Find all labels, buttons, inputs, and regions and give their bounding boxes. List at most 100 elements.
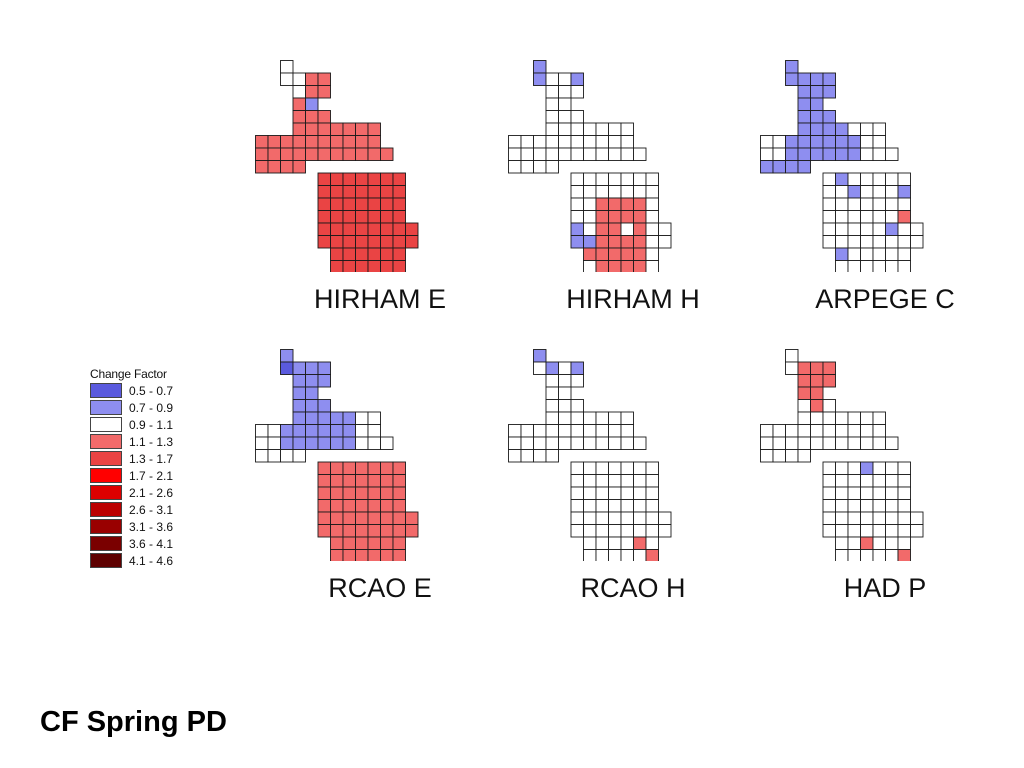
grid-cell xyxy=(835,474,849,488)
grid-cell xyxy=(330,172,344,186)
grid-cell xyxy=(847,436,861,450)
grid-cell xyxy=(392,536,406,550)
legend-label: 4.1 - 4.6 xyxy=(129,553,174,568)
grid-cell xyxy=(785,424,799,438)
grid-cell xyxy=(822,172,836,186)
grid-cell xyxy=(558,97,572,111)
grid-cell xyxy=(872,486,886,500)
grid-cell xyxy=(317,511,331,525)
grid-cell xyxy=(380,461,394,475)
legend-label: 0.9 - 1.1 xyxy=(129,417,174,432)
grid-cell xyxy=(342,461,356,475)
grid-cell xyxy=(860,549,874,561)
grid-cell xyxy=(872,499,886,513)
panel-label: HIRHAM E xyxy=(313,284,446,314)
grid-cell xyxy=(267,449,281,463)
legend-item: 0.5 - 0.7 xyxy=(90,382,173,399)
grid-cell xyxy=(595,549,609,561)
grid-cell xyxy=(342,172,356,186)
grid-cell xyxy=(342,424,356,438)
grid-cell xyxy=(797,424,811,438)
grid-cell xyxy=(280,147,294,161)
map-panel-rcao-e: RCAO E xyxy=(255,349,505,609)
grid-cell xyxy=(847,260,861,272)
legend-swatch xyxy=(90,383,122,398)
grid-cell xyxy=(797,160,811,174)
grid-cell xyxy=(872,172,886,186)
grid-cell xyxy=(885,524,899,538)
grid-cell xyxy=(797,85,811,99)
legend-item: 2.6 - 3.1 xyxy=(90,501,173,518)
grid-cell xyxy=(847,486,861,500)
grid-cell xyxy=(545,122,559,136)
grid-cell xyxy=(570,461,584,475)
grid-cell xyxy=(620,411,634,425)
grid-cell xyxy=(317,474,331,488)
grid-cell xyxy=(772,436,786,450)
grid-cell xyxy=(570,511,584,525)
grid-cell xyxy=(367,197,381,211)
grid-cell xyxy=(558,361,572,375)
grid-cell xyxy=(872,436,886,450)
legend-label: 1.7 - 2.1 xyxy=(129,468,174,483)
grid-cell xyxy=(558,147,572,161)
grid-cell xyxy=(797,399,811,413)
grid-cell xyxy=(330,436,344,450)
grid-cell xyxy=(392,172,406,186)
grid-cell xyxy=(872,474,886,488)
grid-cell xyxy=(355,536,369,550)
grid-cell xyxy=(608,511,622,525)
grid-cell xyxy=(835,135,849,149)
grid-cell xyxy=(810,85,824,99)
grid-cell xyxy=(860,210,874,224)
grid-cell xyxy=(533,135,547,149)
grid-cell xyxy=(355,122,369,136)
panel-label: RCAO H xyxy=(580,573,686,603)
grid-cell xyxy=(645,197,659,211)
grid-map xyxy=(760,60,924,272)
grid-cell xyxy=(267,424,281,438)
grid-cell xyxy=(897,511,911,525)
grid-cell xyxy=(785,60,799,74)
grid-cell xyxy=(897,260,911,272)
grid-cell xyxy=(645,524,659,538)
grid-cell xyxy=(620,424,634,438)
grid-cell xyxy=(558,411,572,425)
grid-cell xyxy=(292,374,306,388)
grid-cell xyxy=(392,486,406,500)
grid-cell xyxy=(545,135,559,149)
grid-cell xyxy=(280,436,294,450)
grid-cell xyxy=(822,235,836,249)
grid-cell xyxy=(545,72,559,86)
grid-cell xyxy=(583,536,597,550)
grid-cell xyxy=(608,185,622,199)
grid-cell xyxy=(317,486,331,500)
grid-cell xyxy=(822,461,836,475)
grid-cell xyxy=(317,399,331,413)
grid-cell xyxy=(658,222,672,236)
grid-cell xyxy=(760,160,774,174)
grid-cell xyxy=(533,72,547,86)
grid-cell xyxy=(633,524,647,538)
legend-item: 4.1 - 4.6 xyxy=(90,552,173,569)
grid-cell xyxy=(255,147,269,161)
panel-label: ARPEGE C xyxy=(815,284,955,314)
grid-cell xyxy=(822,361,836,375)
grid-cell xyxy=(533,60,547,74)
grid-cell xyxy=(633,474,647,488)
grid-cell xyxy=(595,486,609,500)
grid-cell xyxy=(595,511,609,525)
grid-cell xyxy=(355,424,369,438)
grid-cell xyxy=(885,499,899,513)
grid-cell xyxy=(380,524,394,538)
grid-cell xyxy=(330,147,344,161)
grid-cell xyxy=(330,235,344,249)
grid-cell xyxy=(292,72,306,86)
grid-cell xyxy=(785,349,799,363)
grid-cell xyxy=(367,511,381,525)
grid-cell xyxy=(797,147,811,161)
grid-cell xyxy=(897,210,911,224)
grid-cell xyxy=(835,122,849,136)
grid-cell xyxy=(860,147,874,161)
grid-cell xyxy=(355,260,369,272)
